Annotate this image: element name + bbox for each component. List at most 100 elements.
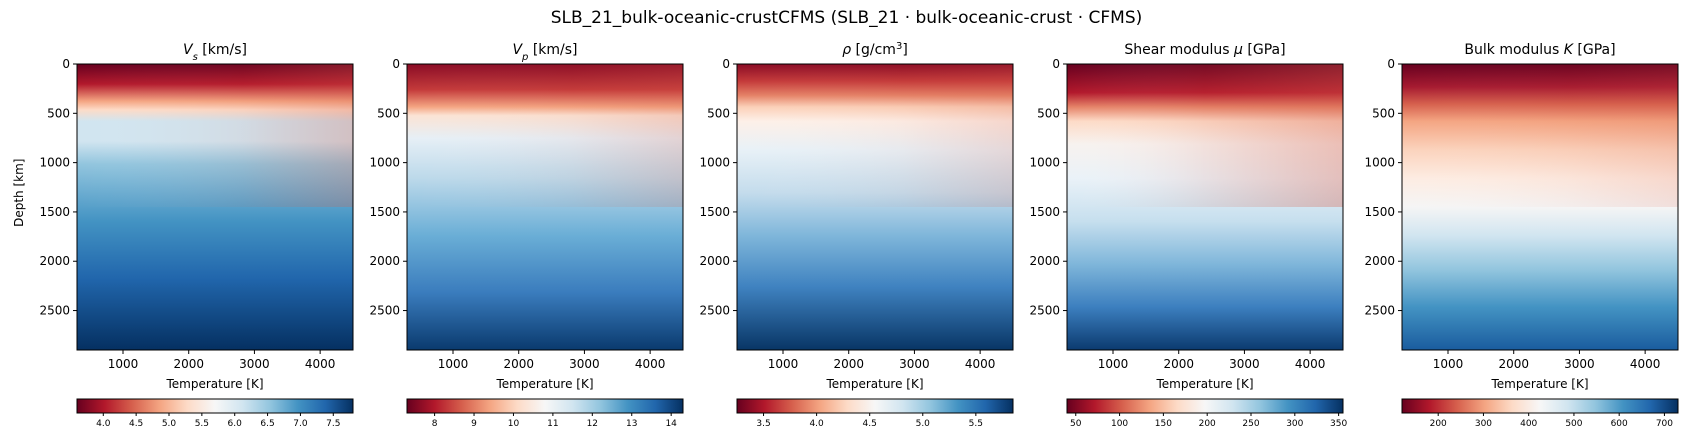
colorbar-tick-label: 4.5 [863, 419, 877, 429]
y-axis-label: Depth [km] [12, 159, 26, 227]
y-tick-label: 0 [392, 57, 400, 71]
x-axis-label: Temperature [K] [825, 377, 923, 391]
y-tick-label: 1000 [39, 156, 70, 170]
colorbar-tick-label: 4.0 [809, 419, 824, 429]
axes-frame [736, 63, 1014, 351]
y-tick-label: 2000 [39, 254, 70, 268]
x-tick-label: 1000 [438, 357, 469, 371]
colorbar-tick-label: 6.5 [260, 419, 274, 429]
panel-5: Bulk modulus K [GPa] 1000 2000 3000 4000 0 500… [1364, 42, 1679, 429]
y-tick-label: 500 [377, 106, 400, 120]
colorbar-tick-label: 600 [1611, 419, 1628, 429]
colorbar-tick-label: 700 [1656, 419, 1673, 429]
colorbar-tick-label: 14 [665, 419, 677, 429]
y-tick-label: 2000 [1364, 254, 1395, 268]
y-tick-label: 2500 [39, 304, 70, 318]
colorbar-tick-label: 5.0 [162, 419, 177, 429]
y-tick-label: 1000 [1029, 156, 1060, 170]
y-tick-label: 0 [62, 57, 70, 71]
panel-2: Vp [km/s] 1000 2000 3000 4000 0 500 1000 1500 200… [369, 42, 684, 429]
colorbar-tick-label: 6.0 [228, 419, 243, 429]
x-tick-label: 3000 [569, 357, 600, 371]
colorbar-tick-label: 500 [1565, 419, 1582, 429]
y-tick-label: 1000 [1364, 156, 1395, 170]
colorbar-tick-label: 4.5 [129, 419, 143, 429]
colorbar-tick-label: 250 [1242, 419, 1259, 429]
y-tick-label: 2000 [699, 254, 730, 268]
y-tick-label: 1500 [1364, 205, 1395, 219]
y-tick-label: 2500 [699, 304, 730, 318]
x-axis-label: Temperature [K] [495, 377, 593, 391]
colorbar-tick-label: 12 [587, 419, 598, 429]
axes-frame [1066, 63, 1344, 351]
x-tick-label: 4000 [1630, 357, 1661, 371]
colorbar-tick-label: 200 [1199, 419, 1216, 429]
y-tick-label: 0 [1052, 57, 1060, 71]
colorbar-tick-label: 11 [547, 419, 558, 429]
x-tick-label: 1000 [1098, 357, 1129, 371]
colorbar-tick-label: 350 [1330, 419, 1347, 429]
panel-title: Vp [km/s] [512, 42, 577, 63]
colorbar-tick-label: 300 [1286, 419, 1303, 429]
x-tick-label: 1000 [108, 357, 139, 371]
colorbar-tick-label: 10 [508, 419, 520, 429]
y-tick-label: 1000 [369, 156, 400, 170]
y-tick-label: 2500 [369, 304, 400, 318]
colorbar-tick-label: 5.5 [195, 419, 209, 429]
x-tick-label: 3000 [1564, 357, 1595, 371]
colorbar-tick-label: 8 [432, 419, 438, 429]
y-tick-label: 1500 [39, 205, 70, 219]
y-tick-label: 500 [1037, 106, 1060, 120]
panel-3: ρ [g/cm3] 1000 2000 3000 4000 0 500 1000 1500 200… [699, 41, 1014, 429]
y-tick-label: 500 [707, 106, 730, 120]
heatmap-temperature-shading [737, 64, 1013, 207]
colorbar-tick-label: 13 [626, 419, 637, 429]
y-tick-label: 500 [47, 106, 70, 120]
colorbar [76, 398, 354, 414]
heatmap-temperature-shading [77, 64, 353, 207]
x-tick-label: 3000 [899, 357, 930, 371]
x-axis-label: Temperature [K] [165, 377, 263, 391]
colorbar [736, 398, 1014, 414]
heatmap-temperature-shading [1067, 64, 1343, 207]
colorbar-tick-label: 9 [471, 419, 477, 429]
axes-frame [406, 63, 684, 351]
panel-title: Vs [km/s] [183, 42, 247, 63]
colorbar-tick-label: 50 [1070, 419, 1082, 429]
panel-title: ρ [g/cm3] [842, 41, 908, 59]
y-tick-label: 1500 [369, 205, 400, 219]
x-tick-label: 2000 [173, 357, 204, 371]
colorbar [406, 398, 684, 414]
x-tick-label: 2000 [833, 357, 864, 371]
y-tick-label: 2000 [369, 254, 400, 268]
colorbar-tick-label: 4.0 [96, 419, 111, 429]
panel-1: Vs [km/s] 1000 2000 3000 4000 0 500 1000 1500 200… [12, 42, 354, 429]
colorbar-tick-label: 5.0 [916, 419, 931, 429]
x-axis-label: Temperature [K] [1155, 377, 1253, 391]
x-tick-label: 4000 [965, 357, 996, 371]
colorbar-tick-label: 300 [1475, 419, 1492, 429]
colorbar-tick-label: 400 [1520, 419, 1537, 429]
y-tick-label: 0 [722, 57, 730, 71]
x-tick-label: 4000 [305, 357, 336, 371]
x-tick-label: 4000 [1295, 357, 1326, 371]
colorbar-tick-label: 100 [1111, 419, 1128, 429]
axes-frame [76, 63, 354, 351]
x-tick-label: 2000 [1498, 357, 1529, 371]
panel-title: Bulk modulus K [GPa] [1464, 42, 1615, 58]
colorbar-tick-label: 150 [1155, 419, 1172, 429]
figure-title: SLB_21_bulk-oceanic-crustCFMS (SLB_21 · … [550, 8, 1143, 28]
heatmap-temperature-shading [407, 64, 683, 207]
y-tick-label: 1000 [699, 156, 730, 170]
colorbar-tick-label: 3.5 [756, 419, 770, 429]
colorbar-tick-label: 7.5 [326, 419, 340, 429]
colorbar [1401, 398, 1679, 414]
y-tick-label: 2000 [1029, 254, 1060, 268]
colorbar-tick-label: 200 [1430, 419, 1447, 429]
x-tick-label: 3000 [1229, 357, 1260, 371]
x-tick-label: 4000 [635, 357, 666, 371]
colorbar-tick-label: 5.5 [969, 419, 983, 429]
x-tick-label: 3000 [239, 357, 270, 371]
y-tick-label: 1500 [1029, 205, 1060, 219]
